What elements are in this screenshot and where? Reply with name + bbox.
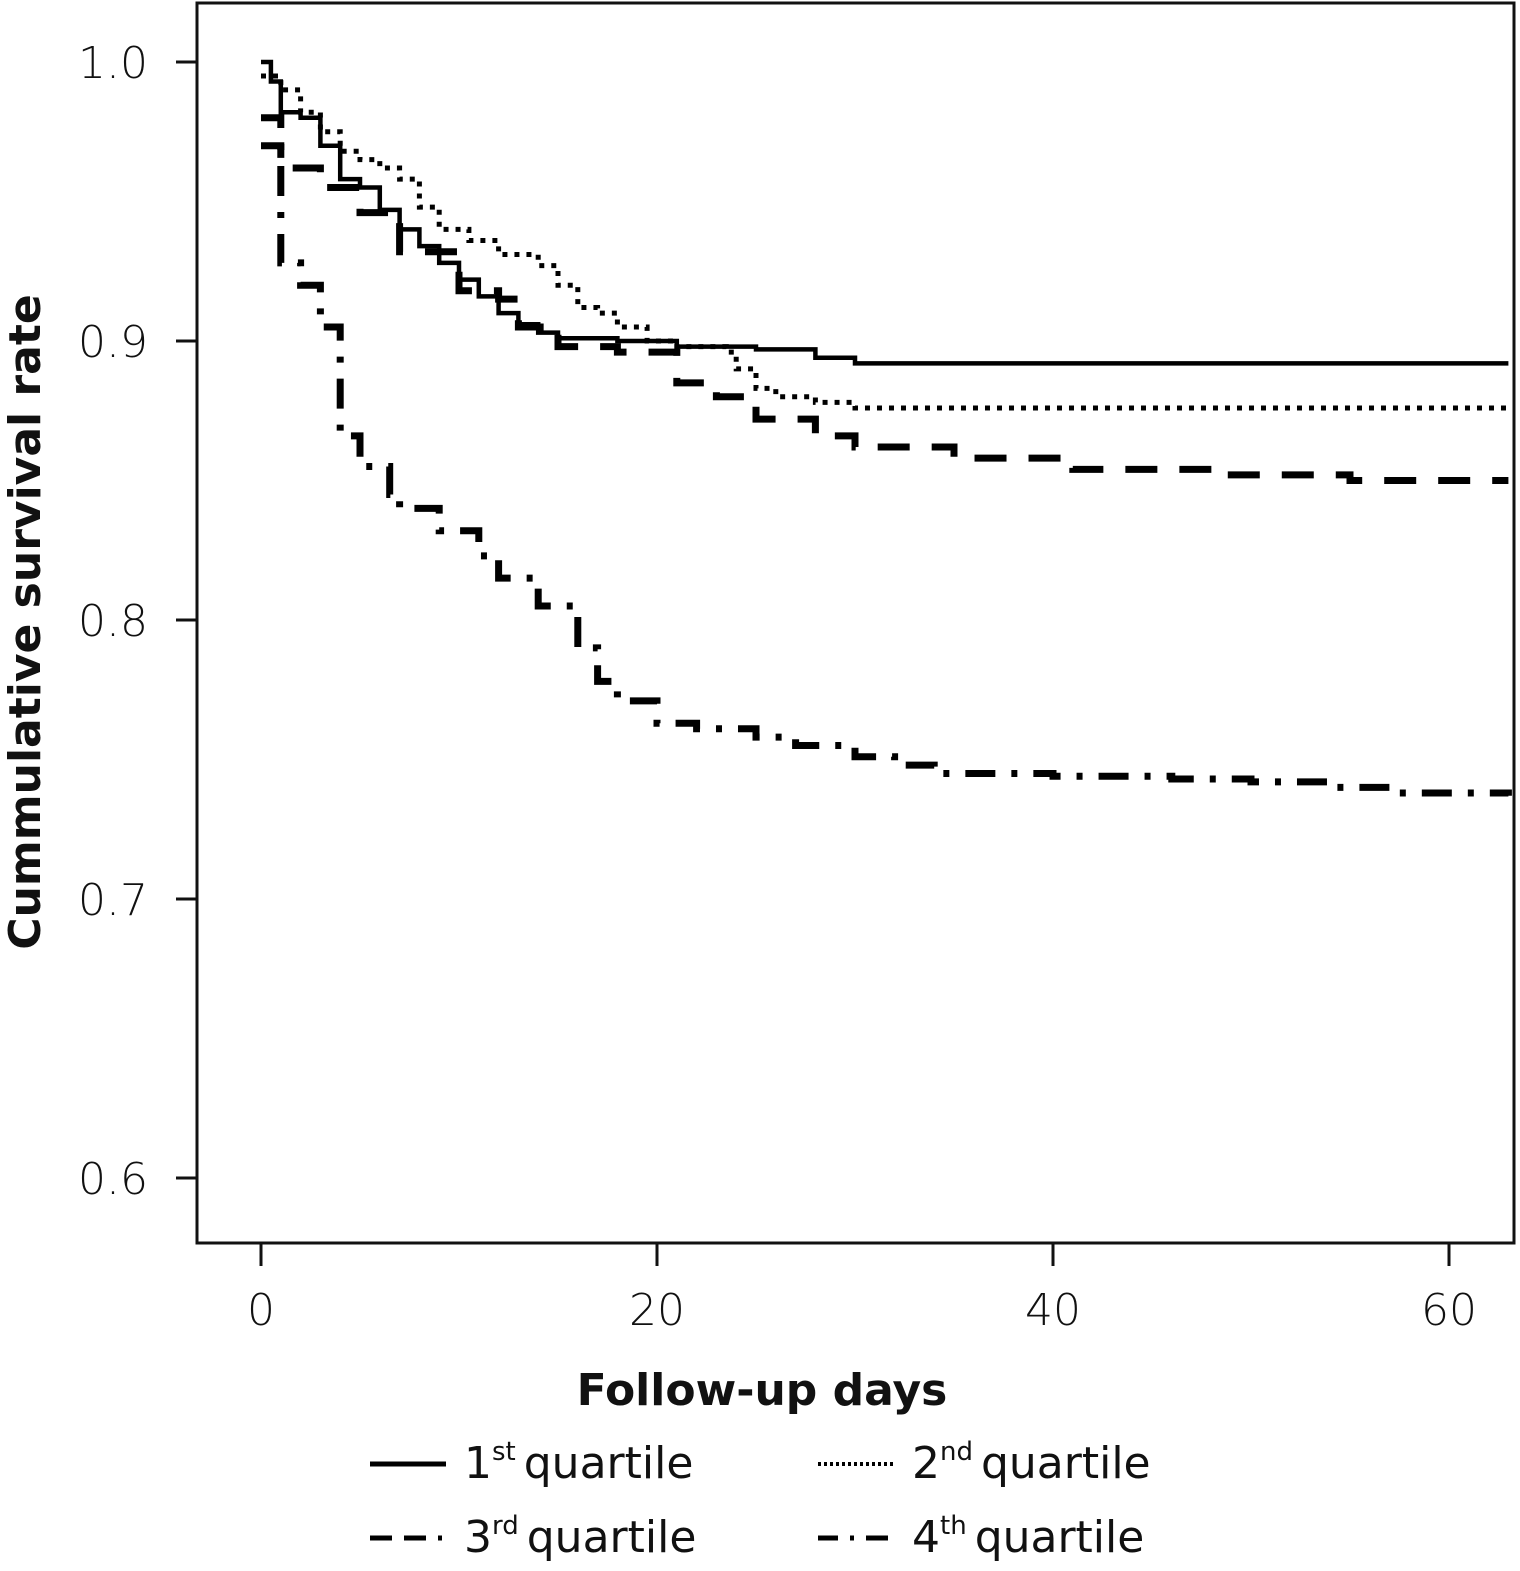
x-tick-label: 60: [1421, 1285, 1477, 1336]
legend: 1st quartile 2nd quartile 3rd quartile 4th quar…: [370, 1437, 1151, 1563]
series-line-1: 1st quartile: [261, 59, 1509, 366]
y-tick-label: 0.7: [78, 875, 148, 926]
y-tick-label: 0.6: [78, 1154, 148, 1205]
y-axis: 0.6 0.7 0.8 0.9 1.0: [78, 38, 197, 1205]
legend-label: 4th quartile: [912, 1511, 1144, 1563]
series-line-2: 2nd quartile: [261, 73, 1509, 411]
legend-item-4: 4th quartile: [818, 1511, 1144, 1563]
y-tick-label: 1.0: [78, 38, 148, 89]
series-line-3: 3rd quartile: [261, 142, 1509, 484]
x-axis-title: Follow-up days: [577, 1365, 948, 1416]
y-tick-label: 0.8: [78, 596, 148, 647]
legend-label: 1st quartile: [464, 1437, 693, 1489]
series-line-4: 4th quartile: [261, 114, 1512, 797]
y-tick-label: 0.9: [78, 317, 148, 368]
x-tick-label: 40: [1025, 1285, 1081, 1336]
legend-label: 2nd quartile: [912, 1437, 1151, 1489]
x-tick-label: 0: [247, 1285, 275, 1336]
legend-label: 3rd quartile: [464, 1511, 696, 1563]
legend-item-1: 1st quartile: [370, 1437, 693, 1489]
legend-item-2: 2nd quartile: [818, 1437, 1151, 1489]
y-axis-title: Cummulative survival rate: [0, 294, 51, 949]
plot-frame: [195, 1, 1516, 1245]
x-tick-label: 20: [629, 1285, 685, 1336]
x-axis: 0 20 40 60: [247, 1243, 1477, 1336]
legend-item-3: 3rd quartile: [370, 1511, 696, 1563]
